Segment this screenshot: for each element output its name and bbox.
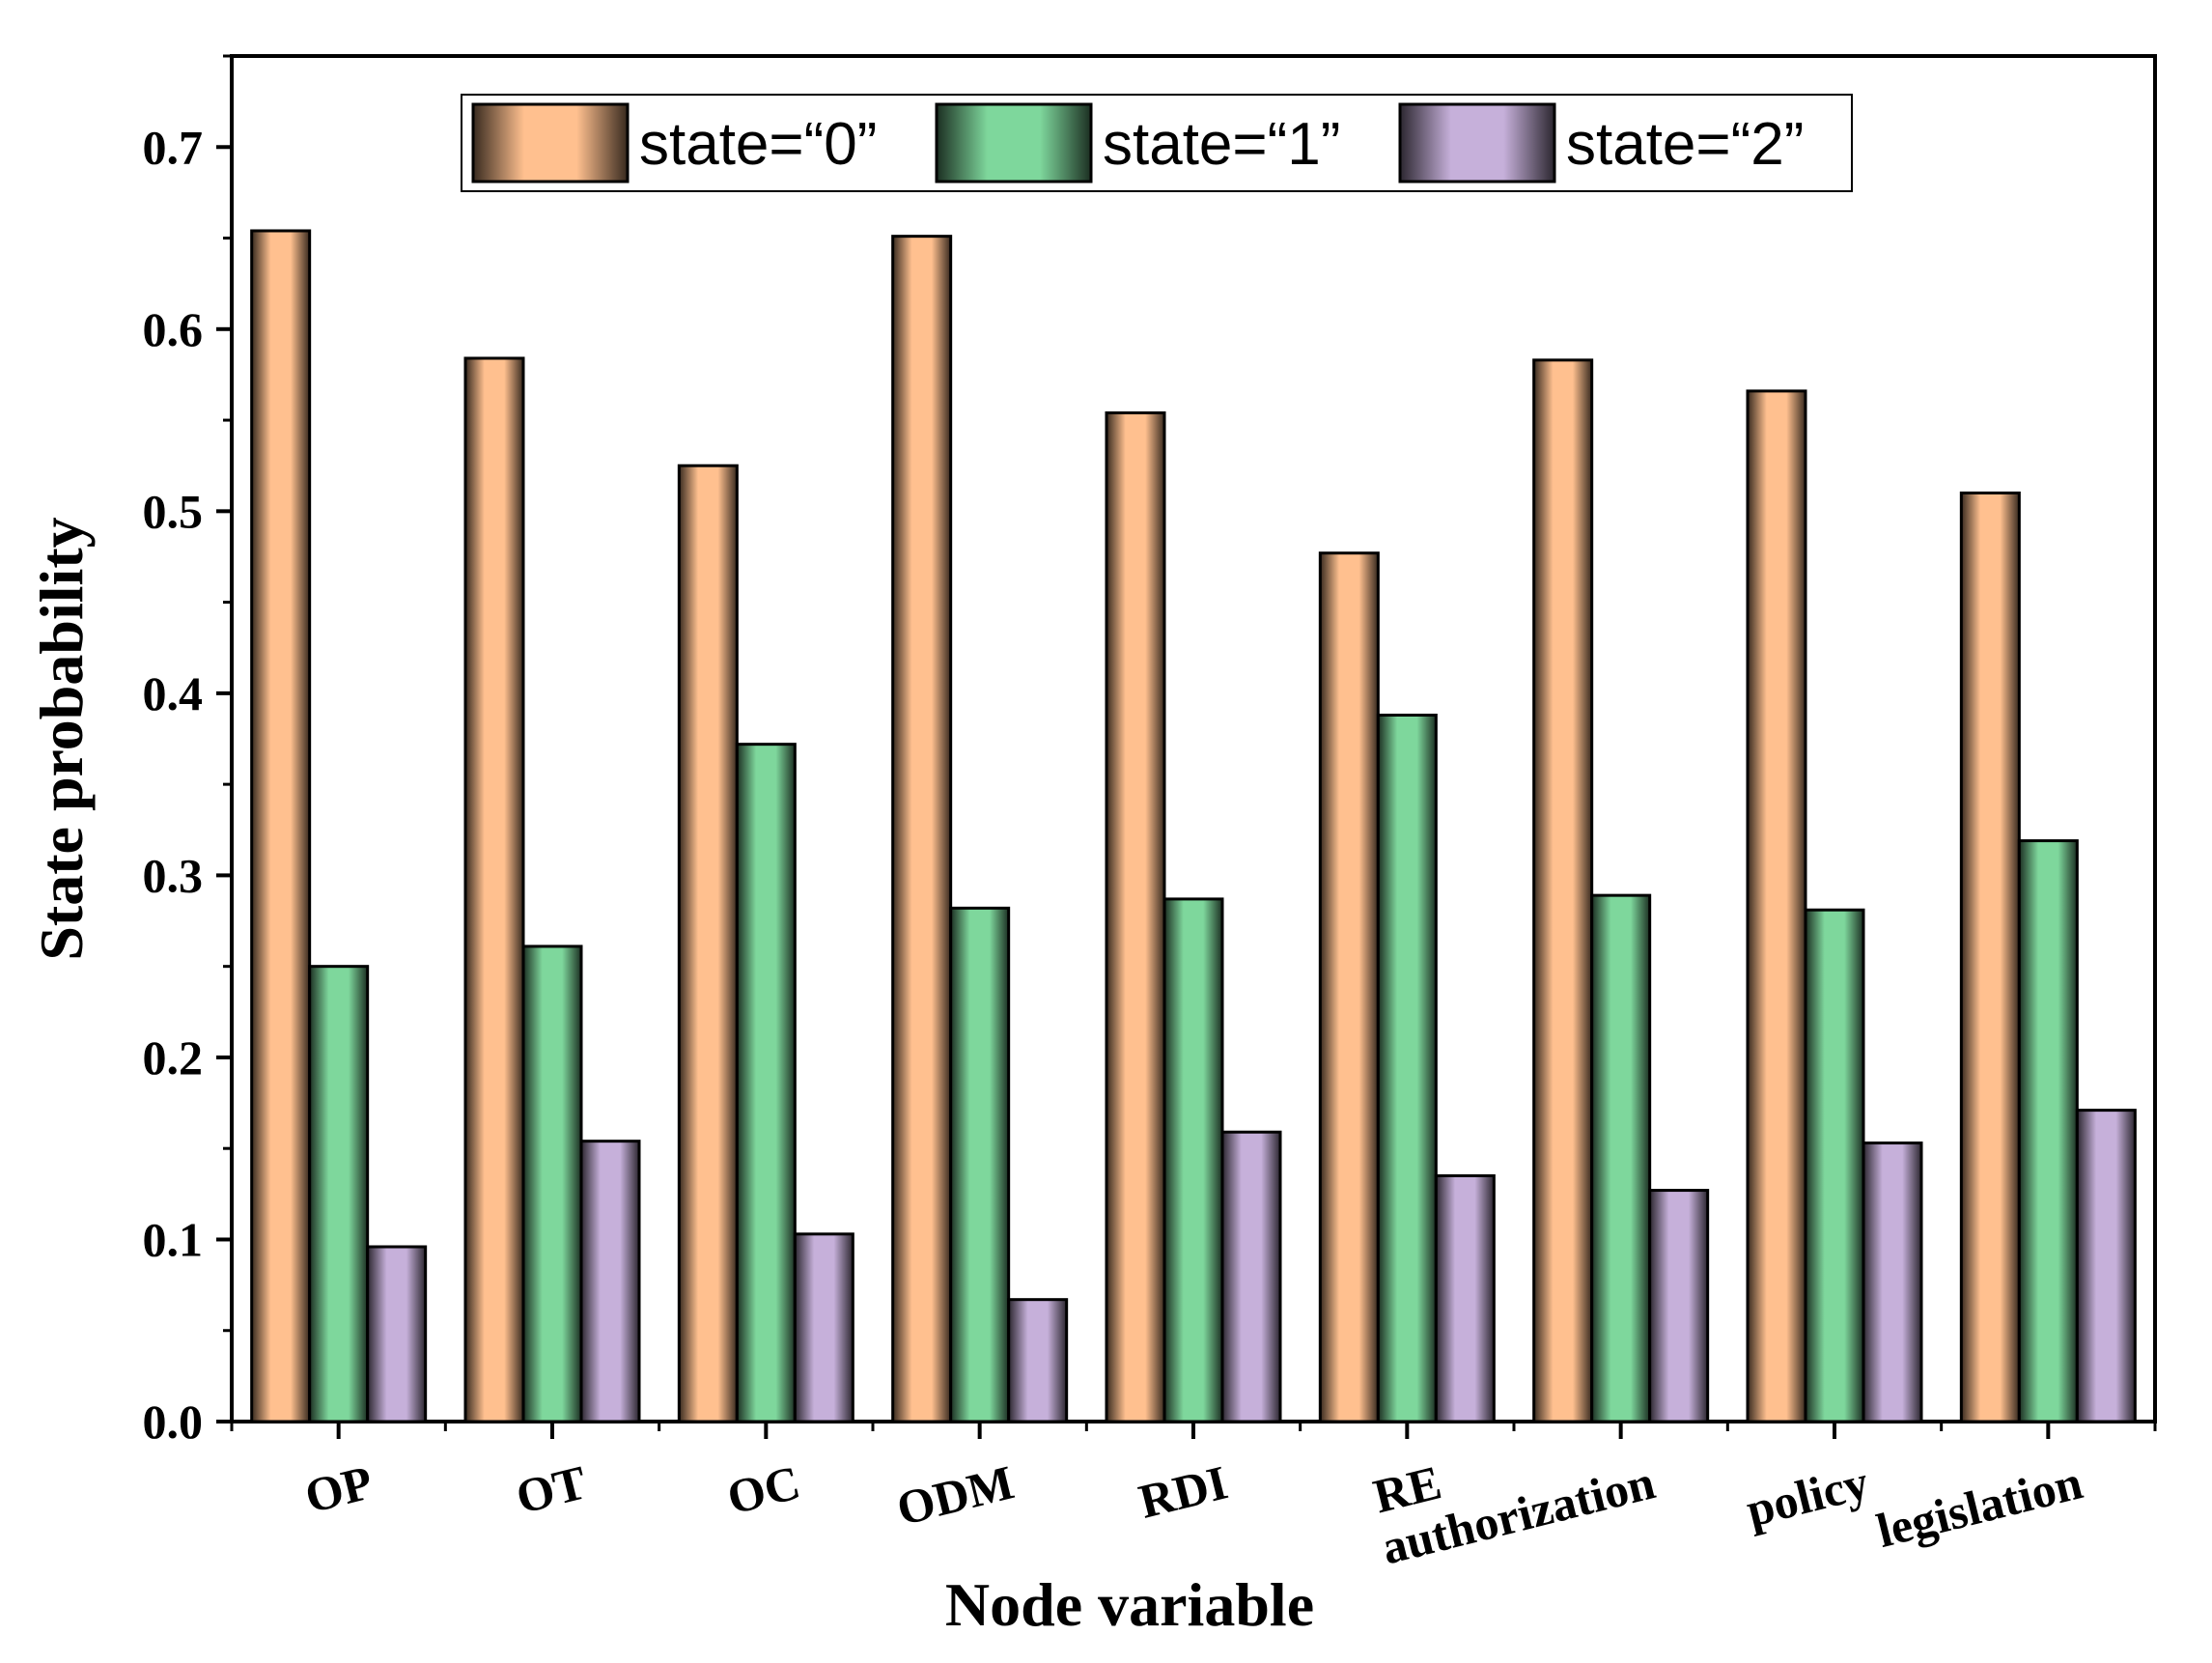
y-tick-label: 0.1 [143,1212,204,1266]
legend-swatch-state-0 [471,102,630,183]
bar-re-state-2 [1434,1173,1496,1423]
legend-label-state-2: state=“2” [1566,111,1804,178]
y-axis-title: State probability [27,517,96,960]
legend: state=“0” state=“1” state=“2” [461,94,1853,192]
y-tick-label: 0.6 [143,302,204,356]
x-axis-title: Node variable [945,1570,1314,1639]
bar-ot-state-2 [579,1140,641,1423]
bar-rdi-state-1 [1162,897,1224,1423]
legend-label-state-0: state=“0” [639,111,877,178]
x-tick-label-op: OP [299,1454,378,1523]
bar-op-state-0 [250,229,312,1423]
bar-oc-state-0 [677,464,739,1423]
bar-legislation-state-1 [2017,839,2079,1423]
x-tick-label-policy: policy [1741,1454,1874,1536]
y-tick-label: 0.2 [143,1030,204,1085]
bar-oc-state-2 [793,1232,854,1423]
legend-swatch-state-2 [1398,102,1556,183]
x-tick-label-ot: OT [511,1454,592,1524]
legend-swatch-state-1 [935,102,1093,183]
bar-odm-state-1 [949,906,1011,1423]
bar-re-state-1 [1376,713,1438,1423]
y-tick-label: 0.4 [143,666,204,720]
bar-odm-state-2 [1007,1298,1069,1423]
bar-ot-state-1 [521,944,583,1423]
bar-ot-state-0 [463,356,525,1423]
bar-op-state-1 [308,965,370,1423]
legend-box [461,94,1853,192]
bars-layer [250,229,2137,1423]
bar-rdi-state-0 [1105,411,1166,1423]
y-tick-label: 0.5 [143,484,204,538]
y-tick-label: 0.7 [143,120,204,174]
x-tick-label-oc: OC [722,1454,805,1524]
legend-label-state-1: state=“1” [1103,111,1340,178]
x-tick-label-legislation: legislation [1871,1454,2087,1558]
x-tick-label-odm: ODM [891,1454,1019,1536]
bar-authorization-state-1 [1590,893,1652,1423]
x-tick-label-rdi: RDI [1134,1454,1233,1529]
bar-odm-state-0 [891,235,953,1423]
bar-policy-state-0 [1746,389,1807,1423]
bar-policy-state-1 [1804,908,1865,1423]
bar-re-state-0 [1318,551,1380,1423]
y-tick-label: 0.0 [143,1395,204,1449]
bar-oc-state-1 [735,743,797,1423]
bar-authorization-state-2 [1648,1189,1710,1423]
bar-authorization-state-0 [1532,358,1594,1423]
bar-policy-state-2 [1862,1142,1923,1423]
bar-op-state-2 [366,1245,428,1423]
y-tick-label: 0.3 [143,848,204,902]
bar-rdi-state-2 [1220,1130,1282,1423]
bar-legislation-state-2 [2075,1109,2137,1423]
bar-legislation-state-0 [1959,491,2021,1423]
y-axis: 0.0 0.1 0.2 0.3 0.4 0.5 0.6 0.7 [143,54,232,1449]
